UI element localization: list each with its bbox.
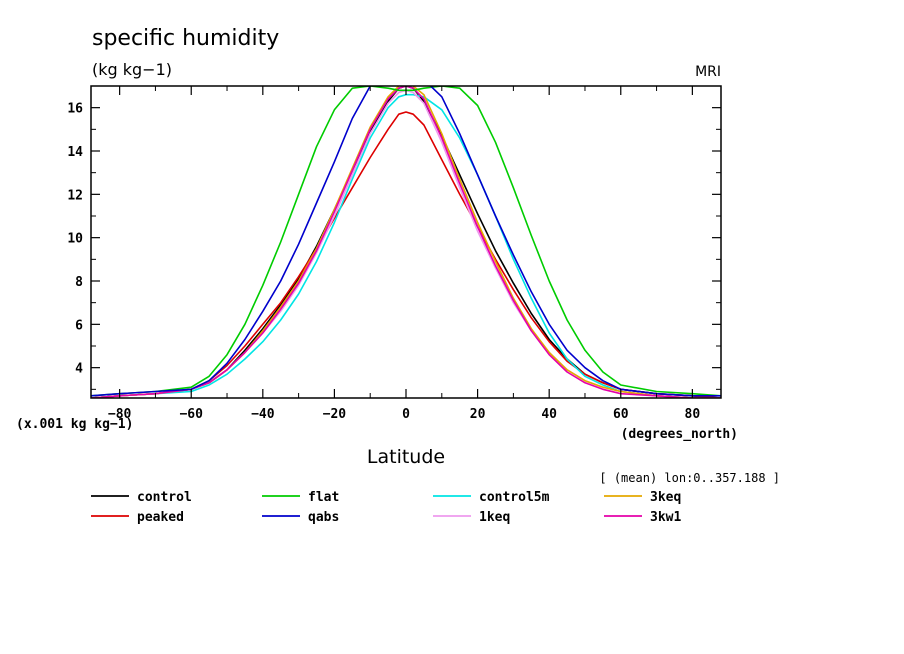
legend-label-3keq: 3keq bbox=[650, 490, 681, 505]
series-line-qabs bbox=[91, 86, 721, 397]
units-label: (kg kg−1) bbox=[92, 60, 172, 79]
series-line-control5m bbox=[91, 93, 721, 398]
x-axis-label: Latitude bbox=[367, 446, 445, 468]
legend-label-control: control bbox=[137, 490, 192, 505]
legend-label-3kw1: 3kw1 bbox=[650, 510, 681, 525]
x-tick-label: 80 bbox=[685, 407, 701, 422]
y-tick-label: 14 bbox=[67, 145, 83, 160]
series-line-1keq bbox=[91, 89, 721, 398]
y-tick-label: 10 bbox=[67, 232, 83, 247]
x-tick-label: −80 bbox=[108, 407, 132, 422]
series-line-flat bbox=[91, 86, 721, 397]
series-layer bbox=[91, 86, 721, 398]
series-line-peaked bbox=[91, 111, 721, 398]
ticks-layer: −80 −60 −40 −20 0 20 40 60 80 4 6 8 10 12 14 16 bbox=[67, 85, 721, 422]
x-tick-label: 0 bbox=[402, 407, 410, 422]
y-tick-label: 6 bbox=[75, 318, 83, 333]
y-tick-label: 8 bbox=[75, 275, 83, 290]
x-units-label: (degrees_north) bbox=[621, 427, 738, 442]
y-tick-label: 16 bbox=[67, 102, 83, 117]
legend-label-flat: flat bbox=[308, 490, 339, 505]
scale-note: (x.001 kg kg−1) bbox=[16, 417, 133, 432]
series-line-3keq bbox=[91, 86, 721, 398]
legend-label-qabs: qabs bbox=[308, 510, 339, 525]
model-label: MRI bbox=[695, 64, 721, 80]
x-tick-label: 20 bbox=[470, 407, 486, 422]
plot-frame bbox=[90, 85, 722, 399]
series-line-3kw1 bbox=[91, 86, 721, 398]
legend-label-1keq: 1keq bbox=[479, 510, 510, 525]
y-tick-label: 12 bbox=[67, 188, 83, 203]
x-tick-label: −40 bbox=[251, 407, 275, 422]
y-tick-label: 4 bbox=[75, 362, 83, 377]
legend-label-control5m: control5m bbox=[479, 490, 550, 505]
x-tick-label: 60 bbox=[613, 407, 629, 422]
subtitle-note: [ (mean) lon:0..357.188 ] bbox=[599, 471, 780, 485]
x-tick-label: 40 bbox=[541, 407, 557, 422]
x-tick-label: −60 bbox=[179, 407, 203, 422]
legend-label-peaked: peaked bbox=[137, 510, 184, 525]
chart-title: specific humidity bbox=[92, 26, 279, 51]
series-line-control bbox=[91, 86, 721, 398]
x-tick-label: −20 bbox=[323, 407, 347, 422]
legend: control peaked flat qabs control5m 1keq 3keq 3k… bbox=[91, 490, 681, 525]
